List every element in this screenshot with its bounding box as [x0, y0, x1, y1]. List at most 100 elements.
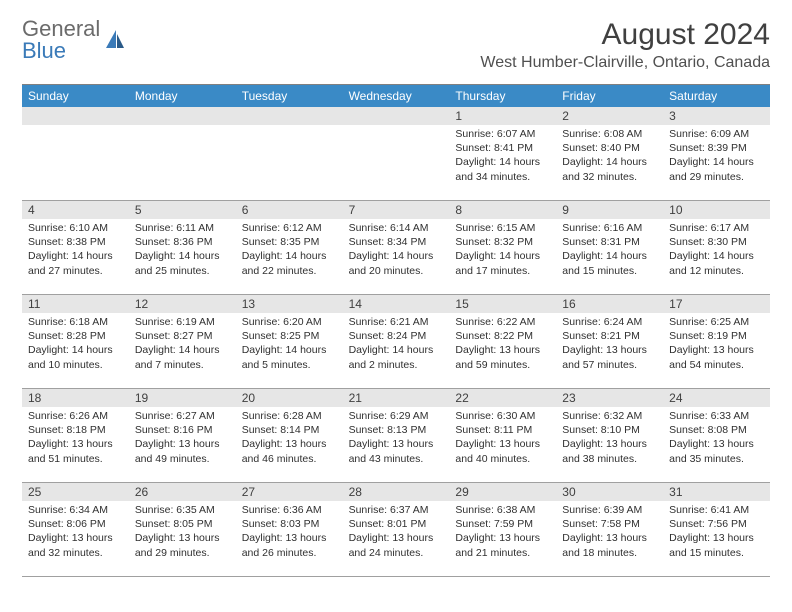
sunrise-line: Sunrise: 6:39 AM	[562, 503, 657, 517]
sunrise-line: Sunrise: 6:26 AM	[28, 409, 123, 423]
sunrise-line: Sunrise: 6:11 AM	[135, 221, 230, 235]
daylight-line: Daylight: 13 hours and 15 minutes.	[669, 531, 764, 559]
calendar-cell: 15Sunrise: 6:22 AMSunset: 8:22 PMDayligh…	[449, 295, 556, 389]
logo-text-blue: Blue	[22, 40, 100, 62]
sunrise-line: Sunrise: 6:37 AM	[349, 503, 444, 517]
daylight-line: Daylight: 14 hours and 27 minutes.	[28, 249, 123, 277]
sunrise-line: Sunrise: 6:16 AM	[562, 221, 657, 235]
sunset-line: Sunset: 8:24 PM	[349, 329, 444, 343]
calendar-cell: 24Sunrise: 6:33 AMSunset: 8:08 PMDayligh…	[663, 389, 770, 483]
day-info: Sunrise: 6:20 AMSunset: 8:25 PMDaylight:…	[236, 313, 343, 376]
day-number: 17	[663, 295, 770, 313]
daylight-line: Daylight: 14 hours and 10 minutes.	[28, 343, 123, 371]
daylight-line: Daylight: 14 hours and 2 minutes.	[349, 343, 444, 371]
sunrise-line: Sunrise: 6:22 AM	[455, 315, 550, 329]
sunset-line: Sunset: 8:05 PM	[135, 517, 230, 531]
day-number: 10	[663, 201, 770, 219]
day-info: Sunrise: 6:39 AMSunset: 7:58 PMDaylight:…	[556, 501, 663, 564]
daylight-line: Daylight: 13 hours and 54 minutes.	[669, 343, 764, 371]
sunset-line: Sunset: 8:03 PM	[242, 517, 337, 531]
day-number: 18	[22, 389, 129, 407]
calendar: SundayMondayTuesdayWednesdayThursdayFrid…	[22, 84, 770, 577]
sunset-line: Sunset: 8:14 PM	[242, 423, 337, 437]
calendar-cell: 20Sunrise: 6:28 AMSunset: 8:14 PMDayligh…	[236, 389, 343, 483]
day-info: Sunrise: 6:26 AMSunset: 8:18 PMDaylight:…	[22, 407, 129, 470]
sunrise-line: Sunrise: 6:08 AM	[562, 127, 657, 141]
day-number: 15	[449, 295, 556, 313]
sunset-line: Sunset: 7:56 PM	[669, 517, 764, 531]
daylight-line: Daylight: 13 hours and 21 minutes.	[455, 531, 550, 559]
title-block: August 2024 West Humber-Clairville, Onta…	[480, 18, 770, 72]
day-info: Sunrise: 6:37 AMSunset: 8:01 PMDaylight:…	[343, 501, 450, 564]
day-info: Sunrise: 6:41 AMSunset: 7:56 PMDaylight:…	[663, 501, 770, 564]
day-info: Sunrise: 6:25 AMSunset: 8:19 PMDaylight:…	[663, 313, 770, 376]
calendar-cell: 19Sunrise: 6:27 AMSunset: 8:16 PMDayligh…	[129, 389, 236, 483]
weekday-header: Friday	[556, 85, 663, 107]
calendar-cell: 21Sunrise: 6:29 AMSunset: 8:13 PMDayligh…	[343, 389, 450, 483]
calendar-cell: 9Sunrise: 6:16 AMSunset: 8:31 PMDaylight…	[556, 201, 663, 295]
sunset-line: Sunset: 8:01 PM	[349, 517, 444, 531]
calendar-cell: 30Sunrise: 6:39 AMSunset: 7:58 PMDayligh…	[556, 483, 663, 577]
calendar-cell: 1Sunrise: 6:07 AMSunset: 8:41 PMDaylight…	[449, 107, 556, 201]
day-info: Sunrise: 6:32 AMSunset: 8:10 PMDaylight:…	[556, 407, 663, 470]
daylight-line: Daylight: 13 hours and 24 minutes.	[349, 531, 444, 559]
daylight-line: Daylight: 14 hours and 12 minutes.	[669, 249, 764, 277]
day-info: Sunrise: 6:29 AMSunset: 8:13 PMDaylight:…	[343, 407, 450, 470]
page-title: August 2024	[480, 18, 770, 52]
day-number: 27	[236, 483, 343, 501]
sunset-line: Sunset: 8:11 PM	[455, 423, 550, 437]
daylight-line: Daylight: 13 hours and 38 minutes.	[562, 437, 657, 465]
sunrise-line: Sunrise: 6:21 AM	[349, 315, 444, 329]
sunset-line: Sunset: 8:10 PM	[562, 423, 657, 437]
day-number: 23	[556, 389, 663, 407]
day-info: Sunrise: 6:12 AMSunset: 8:35 PMDaylight:…	[236, 219, 343, 282]
sunset-line: Sunset: 8:39 PM	[669, 141, 764, 155]
calendar-cell: 6Sunrise: 6:12 AMSunset: 8:35 PMDaylight…	[236, 201, 343, 295]
day-info: Sunrise: 6:15 AMSunset: 8:32 PMDaylight:…	[449, 219, 556, 282]
day-number: 12	[129, 295, 236, 313]
calendar-cell: 11Sunrise: 6:18 AMSunset: 8:28 PMDayligh…	[22, 295, 129, 389]
day-info: Sunrise: 6:09 AMSunset: 8:39 PMDaylight:…	[663, 125, 770, 188]
weekday-header: Wednesday	[343, 85, 450, 107]
day-number: 16	[556, 295, 663, 313]
weekday-header: Tuesday	[236, 85, 343, 107]
calendar-cell: 4Sunrise: 6:10 AMSunset: 8:38 PMDaylight…	[22, 201, 129, 295]
daylight-line: Daylight: 13 hours and 29 minutes.	[135, 531, 230, 559]
day-number: 1	[449, 107, 556, 125]
calendar-cell-empty	[236, 107, 343, 201]
sunrise-line: Sunrise: 6:19 AM	[135, 315, 230, 329]
calendar-cell: 7Sunrise: 6:14 AMSunset: 8:34 PMDaylight…	[343, 201, 450, 295]
day-number: 14	[343, 295, 450, 313]
sunrise-line: Sunrise: 6:10 AM	[28, 221, 123, 235]
day-number: 29	[449, 483, 556, 501]
sunset-line: Sunset: 8:08 PM	[669, 423, 764, 437]
sunrise-line: Sunrise: 6:41 AM	[669, 503, 764, 517]
daylight-line: Daylight: 14 hours and 25 minutes.	[135, 249, 230, 277]
day-info: Sunrise: 6:07 AMSunset: 8:41 PMDaylight:…	[449, 125, 556, 188]
sunset-line: Sunset: 8:18 PM	[28, 423, 123, 437]
day-number: 8	[449, 201, 556, 219]
day-info: Sunrise: 6:18 AMSunset: 8:28 PMDaylight:…	[22, 313, 129, 376]
day-info: Sunrise: 6:33 AMSunset: 8:08 PMDaylight:…	[663, 407, 770, 470]
sunrise-line: Sunrise: 6:29 AM	[349, 409, 444, 423]
calendar-cell: 12Sunrise: 6:19 AMSunset: 8:27 PMDayligh…	[129, 295, 236, 389]
calendar-cell: 25Sunrise: 6:34 AMSunset: 8:06 PMDayligh…	[22, 483, 129, 577]
sunrise-line: Sunrise: 6:32 AM	[562, 409, 657, 423]
calendar-cell: 17Sunrise: 6:25 AMSunset: 8:19 PMDayligh…	[663, 295, 770, 389]
day-info: Sunrise: 6:34 AMSunset: 8:06 PMDaylight:…	[22, 501, 129, 564]
sail-icon	[104, 28, 128, 55]
day-number: 11	[22, 295, 129, 313]
daylight-line: Daylight: 14 hours and 7 minutes.	[135, 343, 230, 371]
calendar-cell: 5Sunrise: 6:11 AMSunset: 8:36 PMDaylight…	[129, 201, 236, 295]
day-number: 24	[663, 389, 770, 407]
daylight-line: Daylight: 14 hours and 17 minutes.	[455, 249, 550, 277]
sunrise-line: Sunrise: 6:20 AM	[242, 315, 337, 329]
sunrise-line: Sunrise: 6:34 AM	[28, 503, 123, 517]
day-info: Sunrise: 6:30 AMSunset: 8:11 PMDaylight:…	[449, 407, 556, 470]
calendar-cell: 18Sunrise: 6:26 AMSunset: 8:18 PMDayligh…	[22, 389, 129, 483]
day-info: Sunrise: 6:24 AMSunset: 8:21 PMDaylight:…	[556, 313, 663, 376]
sunset-line: Sunset: 8:22 PM	[455, 329, 550, 343]
sunrise-line: Sunrise: 6:35 AM	[135, 503, 230, 517]
calendar-cell: 31Sunrise: 6:41 AMSunset: 7:56 PMDayligh…	[663, 483, 770, 577]
day-number: 22	[449, 389, 556, 407]
